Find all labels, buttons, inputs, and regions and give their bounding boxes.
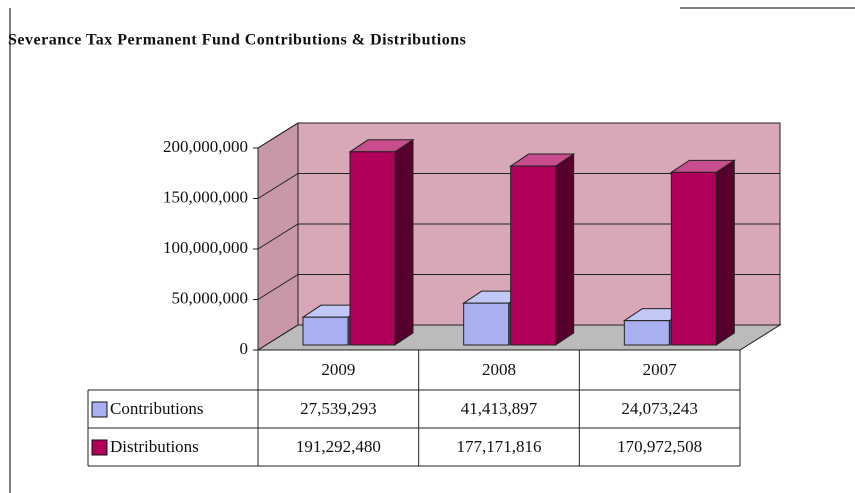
legend-key xyxy=(91,401,108,418)
value-label: 177,171,816 xyxy=(457,437,542,456)
grid-line xyxy=(257,274,780,300)
value-label: 41,413,897 xyxy=(461,399,538,418)
chart-title: Severance Tax Permanent Fund Contributio… xyxy=(8,32,466,49)
bar xyxy=(669,159,736,346)
value-label: 170,972,508 xyxy=(617,437,702,456)
grid-line xyxy=(257,122,780,149)
y-tick-label: 150,000,000 xyxy=(163,187,248,206)
bar-front xyxy=(463,302,510,346)
bar-side xyxy=(394,138,414,346)
grid-line xyxy=(257,223,780,250)
bar xyxy=(509,153,576,346)
y-tick-label: 100,000,000 xyxy=(163,238,248,257)
legend-label: Contributions xyxy=(110,399,204,418)
bar-front xyxy=(623,320,670,346)
bar-side xyxy=(715,159,735,346)
bar-front xyxy=(510,165,557,346)
bar xyxy=(348,138,415,346)
value-label: 191,292,480 xyxy=(296,437,381,456)
x-tick-label: 2007 xyxy=(643,360,678,379)
bar-front xyxy=(349,151,396,346)
x-tick-label: 2008 xyxy=(482,360,516,379)
grid-line xyxy=(257,324,780,351)
grid-line xyxy=(257,173,780,199)
value-label: 27,539,293 xyxy=(300,399,377,418)
y-tick-label: 0 xyxy=(240,339,249,358)
legend-key xyxy=(91,439,108,456)
y-tick-label: 50,000,000 xyxy=(172,288,249,307)
bar-front xyxy=(302,316,349,346)
x-tick-label: 2009 xyxy=(321,360,355,379)
value-label: 24,073,243 xyxy=(621,399,698,418)
bar-front xyxy=(670,171,717,346)
bar-side xyxy=(555,153,575,346)
y-tick-label: 200,000,000 xyxy=(163,137,248,156)
legend-label: Distributions xyxy=(110,437,199,456)
